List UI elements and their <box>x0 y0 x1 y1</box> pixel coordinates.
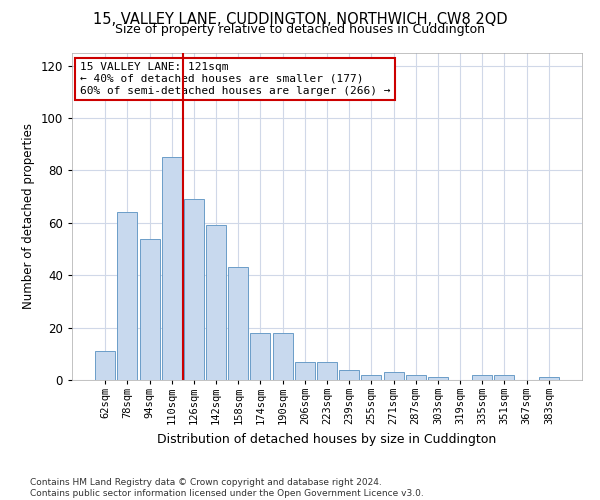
Bar <box>272 333 293 380</box>
Bar <box>118 212 137 380</box>
Bar <box>250 333 271 380</box>
Bar <box>228 268 248 380</box>
Bar <box>140 238 160 380</box>
Bar <box>361 375 382 380</box>
Y-axis label: Number of detached properties: Number of detached properties <box>22 123 35 309</box>
Bar <box>95 351 115 380</box>
Text: 15, VALLEY LANE, CUDDINGTON, NORTHWICH, CW8 2QD: 15, VALLEY LANE, CUDDINGTON, NORTHWICH, … <box>92 12 508 28</box>
Text: Size of property relative to detached houses in Cuddington: Size of property relative to detached ho… <box>115 22 485 36</box>
X-axis label: Distribution of detached houses by size in Cuddington: Distribution of detached houses by size … <box>157 433 497 446</box>
Bar <box>339 370 359 380</box>
Bar <box>406 375 426 380</box>
Bar <box>317 362 337 380</box>
Text: 15 VALLEY LANE: 121sqm
← 40% of detached houses are smaller (177)
60% of semi-de: 15 VALLEY LANE: 121sqm ← 40% of detached… <box>80 62 390 96</box>
Bar <box>383 372 404 380</box>
Bar <box>539 378 559 380</box>
Bar <box>295 362 315 380</box>
Bar <box>428 378 448 380</box>
Bar <box>472 375 492 380</box>
Bar <box>184 199 204 380</box>
Text: Contains HM Land Registry data © Crown copyright and database right 2024.
Contai: Contains HM Land Registry data © Crown c… <box>30 478 424 498</box>
Bar <box>206 226 226 380</box>
Bar <box>162 158 182 380</box>
Bar <box>494 375 514 380</box>
